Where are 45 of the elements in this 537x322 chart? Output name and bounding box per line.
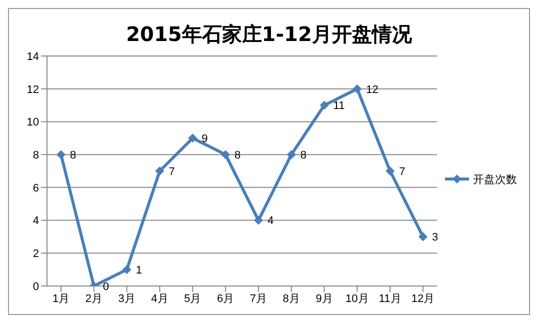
data-label: 8 [234,149,241,162]
chart-title: 2015年石家庄1-12月开盘情况 [125,21,413,48]
point [352,84,362,94]
point [320,100,329,110]
point [286,150,296,160]
x-tick-label: 8月 [282,292,300,305]
y-tick-label: 6 [32,182,39,194]
y-tick-label: 4 [32,215,39,228]
data-label: 7 [168,166,175,178]
x-tick-label: 11月 [378,292,402,305]
data-label: 0 [102,280,110,293]
data-label: 11 [333,100,345,112]
point [221,150,230,160]
point [56,150,66,160]
point [155,166,164,176]
x-tick-label: 5月 [184,292,202,305]
y-tick-label: 12 [26,84,39,96]
y-tick-label: 8 [32,149,39,162]
y-tick-label: 14 [26,50,39,63]
point [418,232,428,242]
point [386,166,395,176]
x-tick-label: 6月 [216,292,234,305]
x-tick-label: 1月 [52,292,70,305]
x-tick-label: 10月 [346,292,369,305]
data-label: 8 [300,149,306,162]
x-tick-label: 9月 [316,292,333,305]
data-label: 1 [136,264,142,276]
data-label: 9 [202,133,208,146]
data-label: 8 [70,149,76,162]
legend-label: 开盘次数 [473,172,517,186]
point [122,265,132,274]
data-label: 3 [432,232,438,244]
x-tick-label: 3月 [118,292,136,305]
y-tick-label: 0 [32,280,39,293]
data-label: 12 [366,84,378,96]
point [188,134,198,143]
point [254,216,263,225]
y-tick-label: 2 [32,248,39,260]
y-tick-label: 10 [26,116,39,129]
data-label: 7 [399,166,406,178]
x-tick-label: 4月 [151,292,168,305]
x-tick-label: 2月 [85,292,102,305]
data-label: 4 [267,215,274,228]
x-tick-label: 7月 [250,292,268,305]
x-tick-label: 12月 [411,292,435,305]
